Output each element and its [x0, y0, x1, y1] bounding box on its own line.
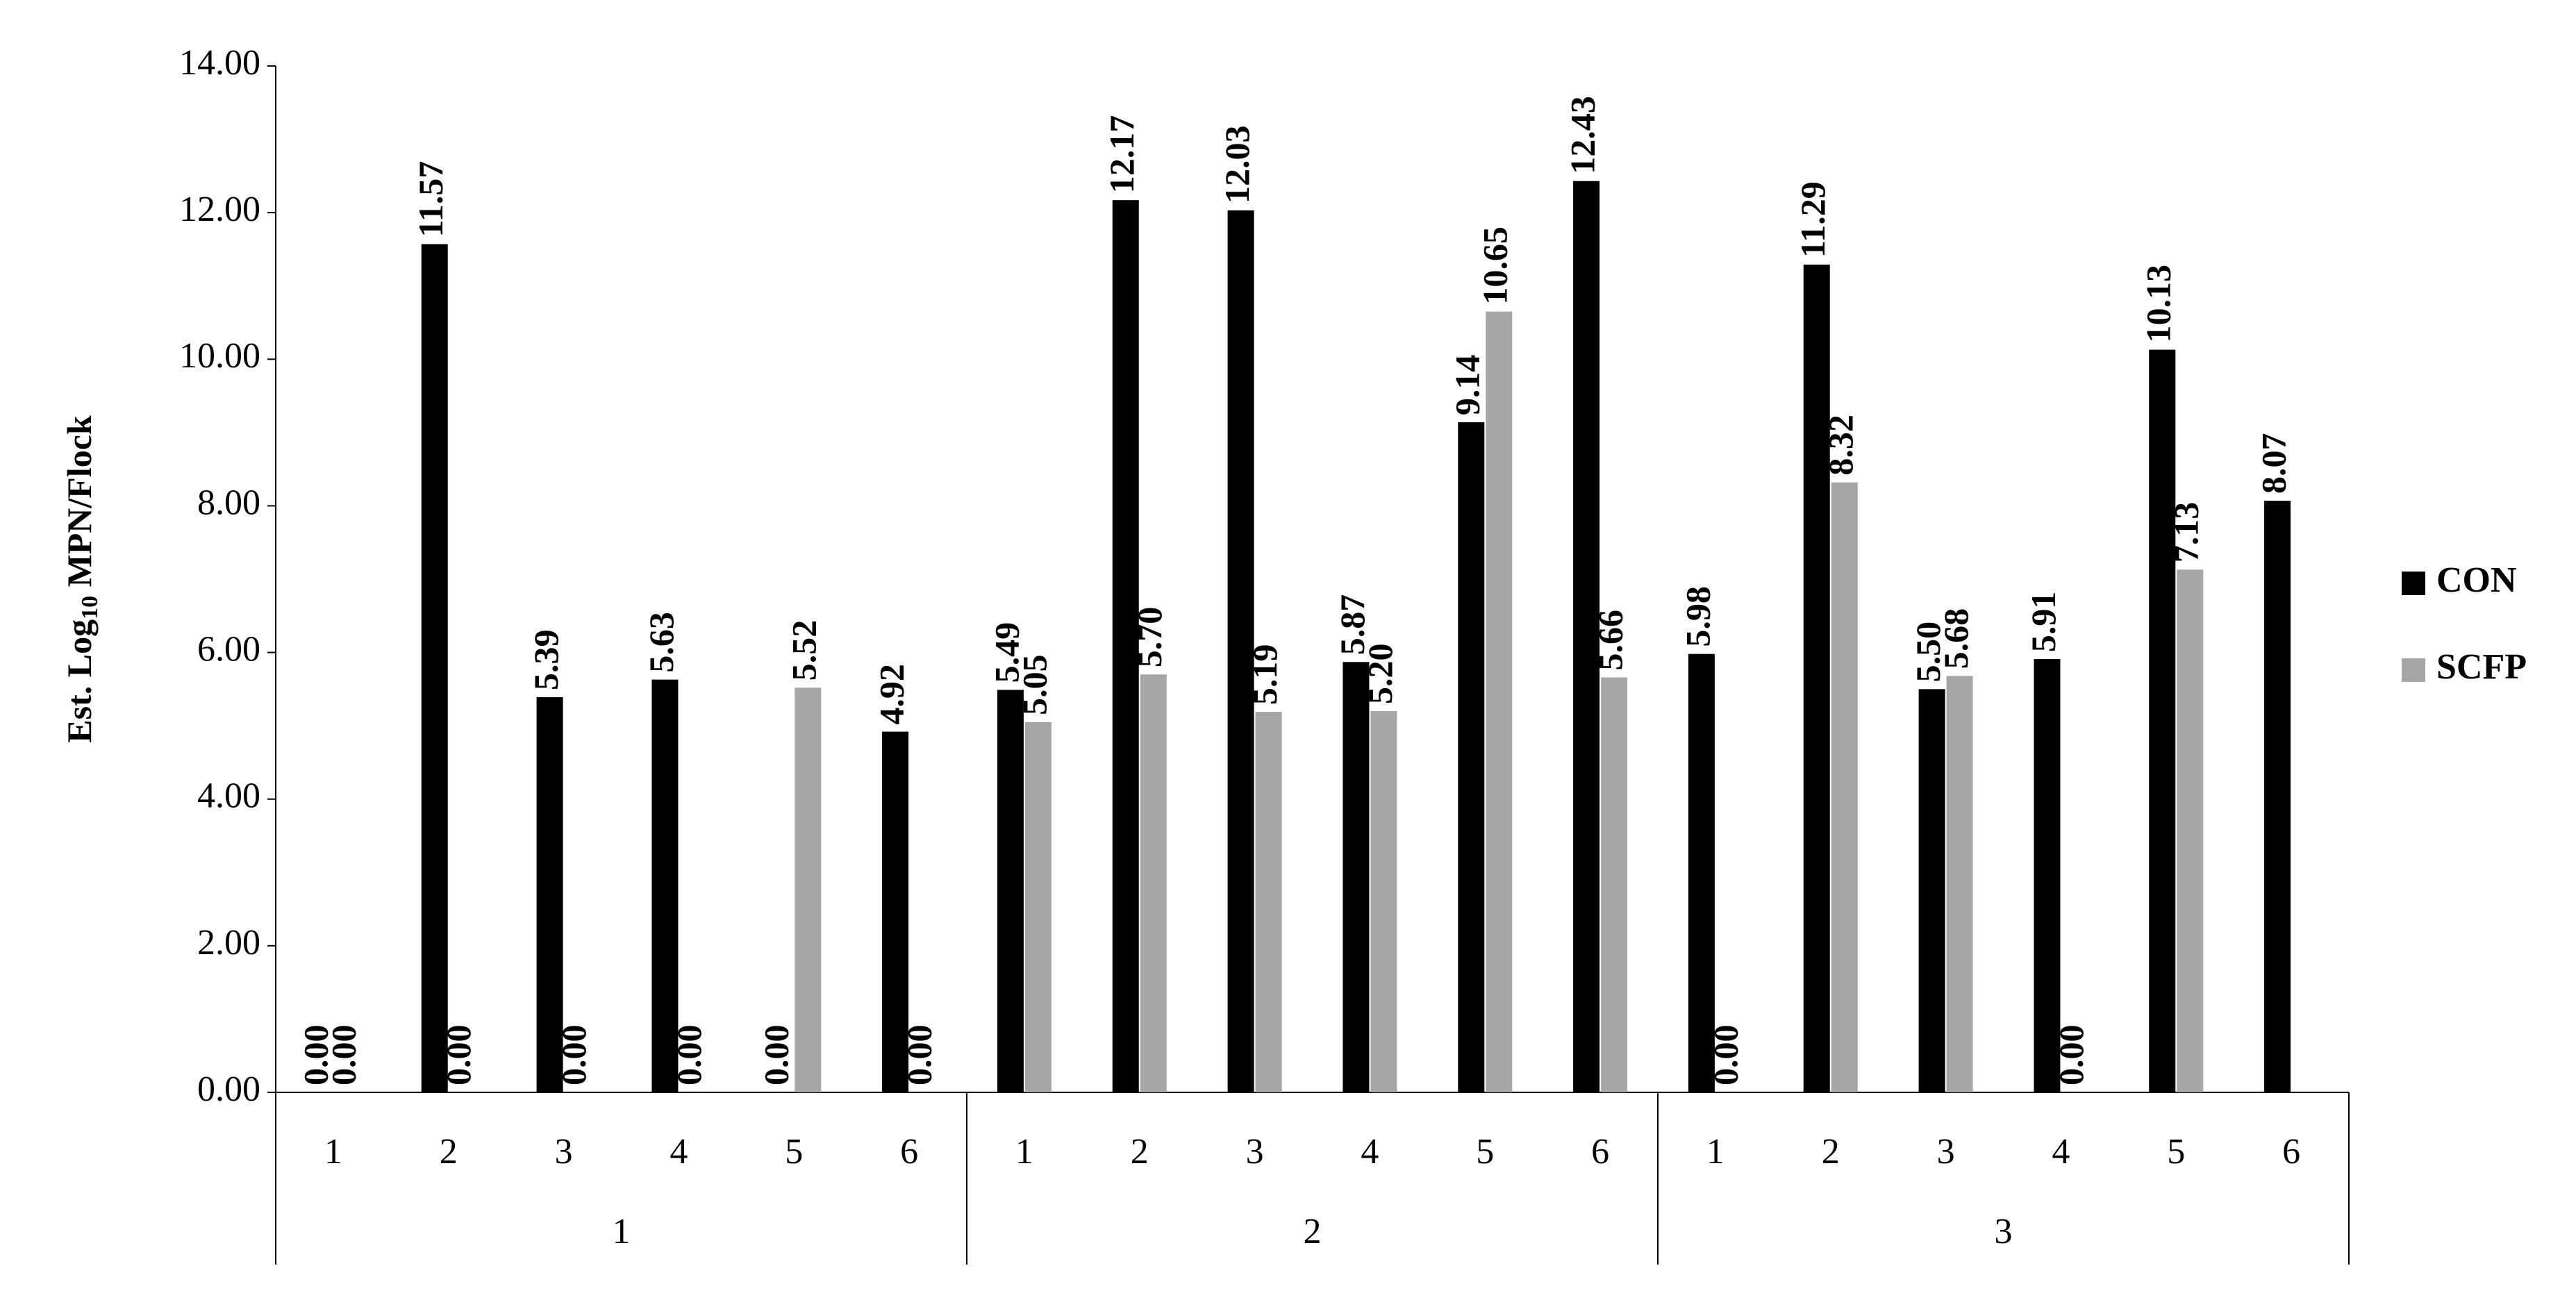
bar — [2264, 501, 2291, 1092]
bar — [1140, 674, 1167, 1092]
value-label: 0.00 — [1706, 1025, 1745, 1086]
x-tick-label: 3 — [1937, 1132, 1955, 1172]
y-tick-label: 2.00 — [197, 923, 260, 962]
value-label: 5.68 — [1936, 608, 1975, 669]
value-label: 9.14 — [1448, 355, 1487, 416]
value-label: 8.32 — [1821, 415, 1860, 476]
bar — [1024, 722, 1052, 1092]
value-label: 5.20 — [1361, 644, 1399, 705]
bar — [1946, 676, 1973, 1092]
bar — [1918, 689, 1945, 1092]
value-label: 5.91 — [2024, 592, 2063, 653]
bar — [421, 244, 448, 1092]
bar — [2034, 659, 2061, 1092]
x-tick-label: 6 — [2282, 1132, 2300, 1172]
bar — [795, 688, 822, 1092]
bar — [997, 690, 1024, 1092]
value-label: 12.03 — [1218, 125, 1256, 203]
group-label: 1 — [613, 1212, 631, 1251]
value-label: 5.39 — [526, 629, 565, 690]
value-label: 5.63 — [642, 612, 681, 673]
y-tick-label: 14.00 — [179, 43, 260, 83]
bar — [1486, 311, 1513, 1092]
value-label: 0.00 — [324, 1025, 363, 1086]
bar — [536, 697, 563, 1092]
value-label: 10.65 — [1476, 226, 1515, 305]
bar — [1573, 181, 1600, 1093]
group-label: 2 — [1304, 1212, 1322, 1251]
value-label: 5.52 — [785, 620, 824, 681]
x-tick-label: 3 — [555, 1132, 573, 1172]
x-tick-label: 4 — [1361, 1132, 1379, 1172]
value-label: 12.43 — [1563, 96, 1602, 174]
y-axis-label-part: MPN/Flock — [60, 415, 99, 596]
value-label: 5.50 — [1909, 622, 1947, 683]
value-label: 11.57 — [411, 161, 450, 238]
value-label: 0.00 — [554, 1025, 593, 1086]
value-label: 0.00 — [439, 1025, 478, 1086]
x-tick-label: 5 — [1476, 1132, 1494, 1172]
x-tick-label: 5 — [2167, 1132, 2185, 1172]
bar — [2177, 569, 2204, 1092]
y-axis-label: Est. Log10 MPN/Flock — [60, 415, 102, 743]
value-label: 0.00 — [2052, 1025, 2091, 1086]
y-tick-label: 10.00 — [179, 336, 260, 376]
y-tick-label: 0.00 — [197, 1069, 260, 1109]
bar — [1343, 662, 1370, 1092]
value-label: 5.87 — [1333, 594, 1372, 656]
legend-label: CON — [2436, 560, 2517, 600]
value-label: 0.00 — [900, 1025, 939, 1086]
value-label: 8.07 — [2254, 433, 2293, 494]
x-tick-label: 6 — [1591, 1132, 1609, 1172]
value-label: 11.29 — [1793, 181, 1832, 258]
x-tick-label: 1 — [1706, 1132, 1725, 1172]
bar — [1458, 422, 1485, 1092]
value-label: 0.00 — [670, 1025, 708, 1086]
bar — [651, 679, 679, 1092]
x-tick-label: 6 — [900, 1132, 918, 1172]
x-tick-label: 4 — [670, 1132, 688, 1172]
bar — [1255, 712, 1282, 1092]
legend-swatch — [2402, 572, 2425, 595]
x-tick-label: 2 — [1822, 1132, 1840, 1172]
y-tick-label: 6.00 — [197, 630, 260, 669]
value-label: 5.19 — [1245, 644, 1284, 706]
bar — [1831, 482, 1858, 1092]
bar — [1227, 210, 1254, 1092]
value-label: 5.70 — [1130, 607, 1169, 668]
y-tick-label: 12.00 — [179, 190, 260, 229]
y-tick-label: 8.00 — [197, 483, 260, 522]
x-tick-label: 5 — [785, 1132, 803, 1172]
value-label: 0.00 — [296, 1025, 335, 1086]
x-tick-label: 2 — [440, 1132, 458, 1172]
x-tick-label: 3 — [1246, 1132, 1264, 1172]
bar — [1688, 653, 1715, 1092]
value-label: 10.13 — [2139, 265, 2178, 343]
value-label: 5.98 — [1678, 586, 1717, 647]
value-label: 12.17 — [1102, 115, 1141, 194]
legend-swatch — [2402, 658, 2425, 682]
bar — [1112, 200, 1139, 1093]
x-tick-label: 1 — [1015, 1132, 1033, 1172]
y-axis-label-part: Est. Log — [60, 619, 99, 743]
value-label: 4.92 — [872, 664, 911, 725]
bar — [1803, 265, 1830, 1092]
x-tick-label: 1 — [324, 1132, 342, 1172]
value-label: 5.49 — [987, 622, 1026, 683]
value-label: 7.13 — [2167, 502, 2206, 563]
x-tick-label: 2 — [1131, 1132, 1149, 1172]
bar — [2149, 349, 2176, 1093]
bar — [1370, 711, 1397, 1092]
y-axis-label-part: 10 — [77, 596, 103, 619]
y-tick-label: 4.00 — [197, 776, 260, 816]
value-label: 0.00 — [757, 1025, 796, 1086]
legend-label: SCFP — [2436, 647, 2527, 687]
bar — [882, 731, 909, 1092]
group-label: 3 — [1995, 1212, 2013, 1251]
value-label: 5.05 — [1015, 654, 1054, 715]
bar — [1601, 677, 1628, 1092]
x-tick-label: 4 — [2052, 1132, 2070, 1172]
value-label: 5.66 — [1591, 610, 1630, 671]
